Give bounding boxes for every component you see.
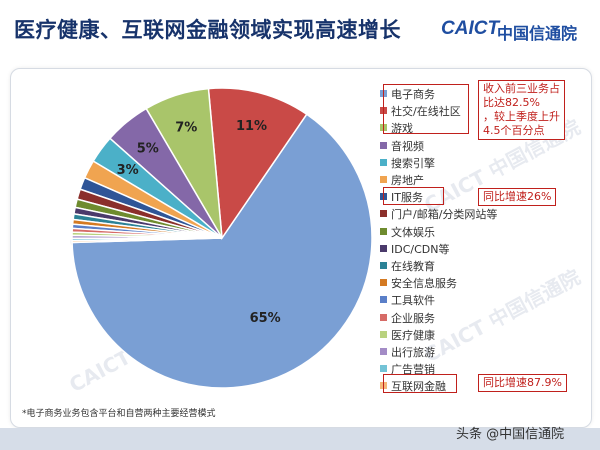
- top3-annotation-line: ，较上季度上升: [483, 110, 560, 123]
- pie-slice-1: [207, 87, 308, 241]
- legend-label: 在线教育: [391, 260, 435, 273]
- pie-slice-17: [71, 237, 223, 244]
- legend-label: 安全信息服务: [391, 277, 457, 291]
- legend-label: 工具软件: [391, 294, 435, 308]
- legend-label: IT服务: [391, 191, 423, 205]
- legend-label: 出行旅游: [391, 346, 435, 359]
- top3-annotation-line: 比达82.5%: [483, 96, 540, 109]
- footnote: *电子商务业务包含平台和自营两种主要经营模式: [22, 409, 216, 419]
- legend-label: 游戏: [391, 122, 413, 136]
- legend-label: 文体娱乐: [391, 225, 435, 239]
- legend-swatch: [380, 158, 387, 166]
- pie-slice-label: 5%: [137, 142, 159, 157]
- top3-annotation: 收入前三业务占 比达82.5% ，较上季度上升 4.5个百分点: [478, 80, 565, 140]
- legend-swatch: [380, 244, 387, 252]
- pie-slice-label: 7%: [175, 121, 197, 136]
- legend-swatch: [380, 313, 387, 321]
- top3-annotation-line: 4.5个百分点: [483, 124, 545, 137]
- legend-swatch: [380, 227, 387, 235]
- it-highlight-box: [383, 187, 444, 205]
- legend-swatch: [380, 330, 387, 338]
- fin-highlight-box: [383, 374, 457, 393]
- page-title: 医疗健康、互联网金融领域实现高速增长: [14, 18, 401, 42]
- legend-label: 互联网金融: [391, 380, 446, 394]
- pie-slice-label: 11%: [236, 119, 267, 134]
- legend-label: 房地产: [391, 174, 424, 187]
- pie-slice-label: 3%: [117, 163, 139, 178]
- legend-swatch: [380, 348, 387, 355]
- bottom-band: [0, 428, 600, 450]
- top3-highlight-box: [383, 84, 469, 134]
- legend-label: 音视频: [391, 139, 424, 153]
- legend-label: 电子商务: [391, 88, 435, 101]
- legend-label: 社交/在线社区: [391, 105, 461, 119]
- legend-swatch: [380, 176, 387, 183]
- legend-label: 医疗健康: [391, 328, 435, 342]
- legend-label: 广告营销: [391, 363, 435, 377]
- pie-slice-label: 65%: [250, 311, 281, 326]
- legend-label: 企业服务: [391, 311, 435, 325]
- legend-label: 搜索引擎: [391, 156, 435, 170]
- legend-swatch: [380, 210, 387, 218]
- legend-label: IDC/CDN等: [391, 242, 450, 256]
- logo-cn: 中国信通院: [497, 24, 578, 43]
- logo-en: CAICT: [441, 18, 500, 39]
- legend-swatch: [380, 296, 387, 304]
- fin-annotation: 同比增速87.9%: [478, 374, 567, 392]
- legend-swatch: [380, 262, 387, 269]
- top3-annotation-line: 收入前三业务占: [483, 82, 560, 95]
- legend-label: 门户/邮箱/分类网站等: [391, 208, 498, 222]
- legend-swatch: [380, 365, 387, 373]
- legend-swatch: [380, 279, 387, 287]
- legend-swatch: [380, 141, 387, 149]
- it-annotation: 同比增速26%: [478, 188, 557, 206]
- source-credit: 头条 @中国信通院: [456, 427, 565, 442]
- pie-slice-0: [71, 113, 373, 389]
